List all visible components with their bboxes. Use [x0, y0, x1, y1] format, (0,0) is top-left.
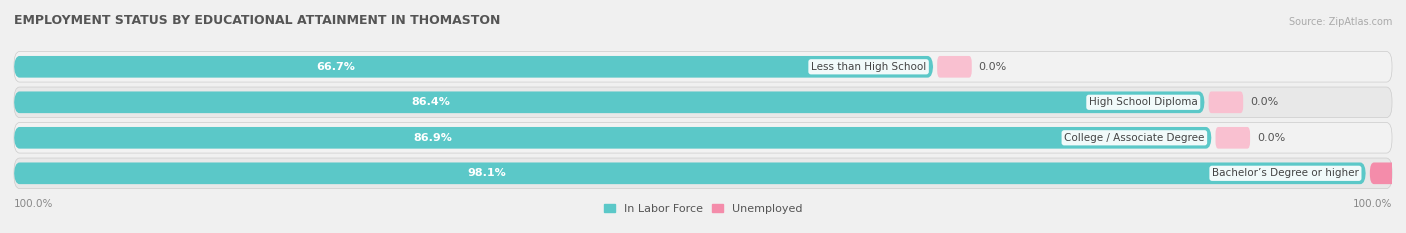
FancyBboxPatch shape: [938, 56, 972, 78]
Text: EMPLOYMENT STATUS BY EDUCATIONAL ATTAINMENT IN THOMASTON: EMPLOYMENT STATUS BY EDUCATIONAL ATTAINM…: [14, 14, 501, 27]
Text: High School Diploma: High School Diploma: [1088, 97, 1198, 107]
Text: 86.4%: 86.4%: [412, 97, 450, 107]
Text: Bachelor’s Degree or higher: Bachelor’s Degree or higher: [1212, 168, 1358, 178]
FancyBboxPatch shape: [14, 123, 1392, 153]
Legend: In Labor Force, Unemployed: In Labor Force, Unemployed: [599, 199, 807, 218]
FancyBboxPatch shape: [14, 158, 1392, 188]
FancyBboxPatch shape: [14, 87, 1392, 118]
Text: 0.0%: 0.0%: [1257, 133, 1285, 143]
FancyBboxPatch shape: [1369, 162, 1406, 184]
Text: 66.7%: 66.7%: [316, 62, 356, 72]
Text: 86.9%: 86.9%: [413, 133, 453, 143]
Text: Less than High School: Less than High School: [811, 62, 927, 72]
Text: 0.0%: 0.0%: [1250, 97, 1278, 107]
FancyBboxPatch shape: [14, 56, 934, 78]
Text: 98.1%: 98.1%: [468, 168, 506, 178]
FancyBboxPatch shape: [14, 51, 1392, 82]
Text: 0.0%: 0.0%: [979, 62, 1007, 72]
FancyBboxPatch shape: [14, 92, 1205, 113]
FancyBboxPatch shape: [1209, 92, 1243, 113]
Text: 100.0%: 100.0%: [14, 199, 53, 209]
Text: 100.0%: 100.0%: [1353, 199, 1392, 209]
FancyBboxPatch shape: [14, 127, 1212, 149]
FancyBboxPatch shape: [14, 162, 1365, 184]
Text: Source: ZipAtlas.com: Source: ZipAtlas.com: [1288, 17, 1392, 27]
FancyBboxPatch shape: [1216, 127, 1250, 149]
Text: College / Associate Degree: College / Associate Degree: [1064, 133, 1205, 143]
